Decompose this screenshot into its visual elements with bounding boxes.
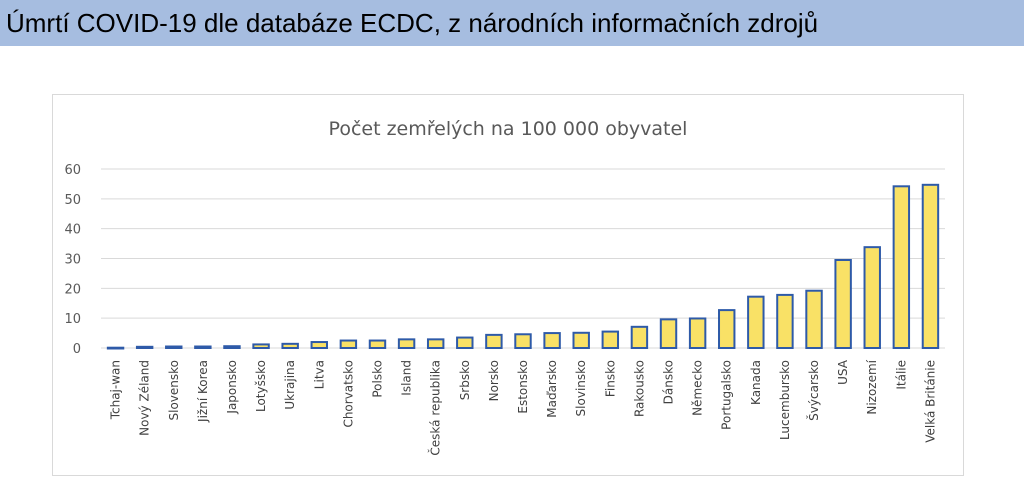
bar <box>892 185 911 350</box>
x-category-label: Rakousko <box>632 360 646 417</box>
bar <box>543 332 561 349</box>
bar <box>659 318 678 349</box>
bar-chart: Počet zemřelých na 100 000 obyvatel 0 10 2… <box>64 118 945 456</box>
x-category-label: Litva <box>312 360 326 389</box>
bar <box>747 295 765 349</box>
bar <box>135 345 154 350</box>
x-category-label: Nizozemí <box>865 359 879 414</box>
x-category-label: Polsko <box>370 360 384 398</box>
gridlines <box>101 168 945 349</box>
x-category-label: Česká republika <box>428 360 443 456</box>
bar <box>601 330 620 349</box>
bar <box>310 341 328 350</box>
y-tick-label: 20 <box>64 282 81 297</box>
y-tick-label: 60 <box>64 163 81 178</box>
x-category-label: Lucembursko <box>778 360 792 440</box>
bars <box>106 183 940 350</box>
x-category-label: Slovensko <box>167 360 181 421</box>
bar <box>281 342 299 350</box>
x-category-label: Estonsko <box>516 360 530 414</box>
x-category-label: Island <box>400 360 414 396</box>
chart-title: Počet zemřelých na 100 000 obyvatel <box>329 118 688 140</box>
bar <box>456 336 474 350</box>
bar <box>485 333 503 350</box>
x-category-label: Švýcarsko <box>806 360 821 421</box>
bar <box>165 345 183 349</box>
bar <box>921 183 940 350</box>
x-category-label: USA <box>836 359 850 385</box>
bar <box>630 325 649 349</box>
x-category-label: Itálie <box>894 360 908 390</box>
slide-title: Úmrtí COVID-19 dle databáze ECDC, z náro… <box>6 7 819 38</box>
bar <box>572 331 590 350</box>
bar <box>863 246 881 349</box>
x-category-label: Chorvatsko <box>341 360 355 428</box>
bar <box>252 343 270 349</box>
x-category-label: Maďarsko <box>545 360 559 418</box>
bar <box>718 309 736 349</box>
x-axis: Tchaj-wan Nový Zéland Slovensko Jižní Korea… <box>109 359 938 455</box>
x-category-label: Kanada <box>749 360 763 405</box>
x-category-label: Tchaj-wan <box>109 360 123 420</box>
x-category-label: Norsko <box>487 360 501 401</box>
bar <box>223 345 241 350</box>
x-category-label: Ukrajina <box>283 360 297 410</box>
bar <box>426 338 445 349</box>
x-category-label: Nový Zéland <box>138 360 152 436</box>
y-tick-label: 30 <box>64 253 81 268</box>
y-tick-label: 50 <box>64 193 81 208</box>
x-category-label: Jižní Korea <box>196 360 210 423</box>
bar <box>194 345 212 349</box>
bar <box>834 258 852 349</box>
x-category-label: Lotyšsko <box>254 360 268 412</box>
bar <box>805 289 823 349</box>
x-category-label: Portugalsko <box>720 360 734 430</box>
header-bar: Úmrtí COVID-19 dle databáze ECDC, z náro… <box>0 0 1024 46</box>
chart-frame: Počet zemřelých na 100 000 obyvatel 0 10 2… <box>52 94 964 476</box>
y-tick-label: 40 <box>64 223 81 238</box>
y-tick-label: 10 <box>64 312 81 327</box>
x-category-label: Srbsko <box>458 360 472 400</box>
y-tick-label: 0 <box>73 342 81 357</box>
x-category-label: Finsko <box>603 360 617 397</box>
y-axis: 0 10 20 30 40 50 60 <box>64 163 81 357</box>
bar <box>514 333 532 350</box>
x-category-label: Velká Británie <box>923 360 937 443</box>
bar <box>368 339 387 350</box>
bar <box>106 346 125 350</box>
bar <box>339 339 358 350</box>
x-category-label: Dánsko <box>662 360 676 404</box>
bar <box>397 338 416 349</box>
bar <box>688 317 707 349</box>
x-category-label: Slovinsko <box>574 360 588 416</box>
bar <box>776 293 794 349</box>
x-category-label: Německo <box>691 360 705 416</box>
x-category-label: Japonsko <box>225 360 239 415</box>
